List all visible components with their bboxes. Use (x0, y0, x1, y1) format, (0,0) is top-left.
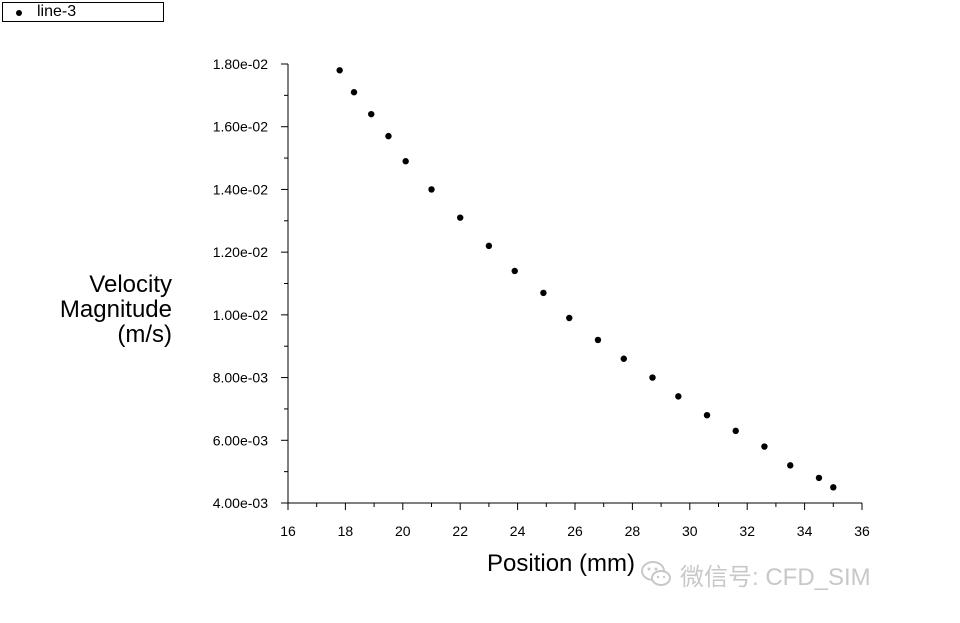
data-point (485, 242, 493, 250)
data-point (830, 484, 837, 491)
y-tick-label: 1.00e-02 (213, 307, 268, 323)
legend-label: line-3 (37, 3, 77, 20)
x-tick-label: 28 (625, 523, 641, 539)
y-axis-ticks: 4.00e-03 6.00e-03 8.00e-03 1.00e-02 1.20e-02… (213, 56, 288, 511)
x-tick-label: 30 (682, 523, 698, 539)
x-tick-label: 24 (510, 523, 526, 539)
y-axis-label-line-3: (m/s) (117, 321, 172, 348)
data-point (787, 462, 794, 469)
data-point (511, 267, 518, 275)
legend-marker (16, 10, 22, 16)
y-axis-label-line-1: Velocity (89, 271, 172, 298)
data-point (402, 158, 409, 165)
y-axis-label: Velocity Magnitude (m/s) (60, 272, 172, 347)
data-point (675, 393, 682, 400)
y-tick-label: 8.00e-03 (213, 370, 268, 386)
x-tick-label: 18 (338, 523, 354, 539)
data-point (540, 289, 547, 297)
legend: line-3 (2, 2, 164, 22)
data-point (594, 336, 602, 344)
data-point (428, 186, 435, 193)
data-point (336, 67, 343, 74)
data-point (620, 355, 627, 362)
data-point (649, 374, 656, 381)
data-point (703, 412, 711, 419)
y-tick-label: 1.40e-02 (213, 181, 268, 197)
y-tick-label: 1.80e-02 (213, 56, 268, 72)
data-point (732, 427, 739, 435)
chart-axes (287, 64, 862, 504)
x-axis-label: Position (mm) (487, 550, 636, 577)
data-point (815, 474, 823, 482)
x-tick-label: 20 (395, 523, 411, 539)
data-points (336, 67, 837, 491)
x-tick-label: 22 (452, 523, 468, 539)
data-point (350, 89, 358, 96)
data-point (761, 443, 768, 450)
x-tick-label: 16 (280, 523, 296, 539)
data-point (566, 314, 573, 322)
y-tick-label: 1.60e-02 (213, 119, 268, 135)
wechat-icon (641, 561, 671, 586)
y-tick-label: 4.00e-03 (213, 495, 268, 511)
watermark-text: 微信号: CFD_SIM (680, 563, 871, 591)
x-tick-label: 26 (567, 523, 583, 539)
data-point (385, 132, 392, 140)
x-tick-label: 32 (739, 523, 755, 539)
x-tick-label: 36 (854, 523, 870, 539)
y-axis-label-line-2: Magnitude (59, 296, 172, 323)
y-tick-label: 1.20e-02 (213, 244, 268, 260)
x-axis-ticks: 16 18 20 22 24 26 28 30 32 34 36 (280, 503, 870, 539)
watermark: 微信号: CFD_SIM (640, 556, 871, 592)
x-tick-label: 34 (797, 523, 813, 539)
data-point (457, 214, 464, 221)
y-tick-label: 6.00e-03 (213, 432, 268, 448)
data-point (368, 110, 375, 118)
